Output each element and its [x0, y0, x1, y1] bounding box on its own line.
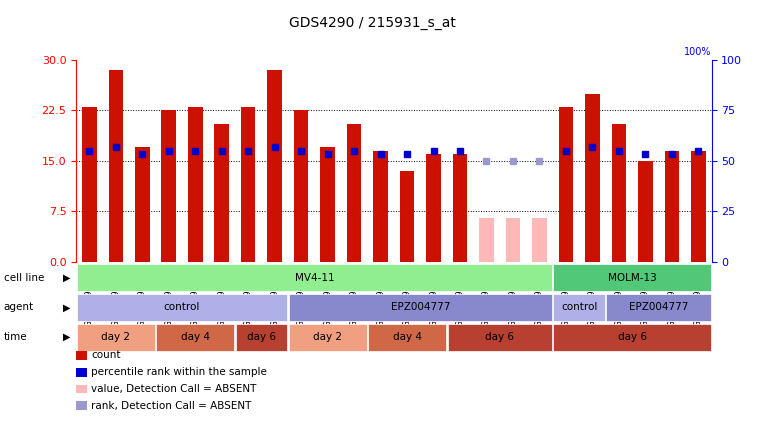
Text: count: count [91, 350, 121, 360]
Text: control: control [164, 302, 200, 313]
Bar [664, 151, 679, 262]
Text: control: control [561, 302, 597, 313]
Text: day 6: day 6 [486, 332, 514, 342]
Bar [453, 154, 467, 262]
Bar [400, 171, 414, 262]
Text: day 6: day 6 [618, 332, 647, 342]
Bar [374, 151, 388, 262]
Bar [553, 294, 605, 321]
Bar [76, 385, 87, 393]
Text: day 2: day 2 [101, 332, 130, 342]
Text: percentile rank within the sample: percentile rank within the sample [91, 367, 267, 377]
Text: ▶: ▶ [63, 332, 71, 342]
Text: 100%: 100% [684, 47, 712, 57]
Bar [109, 70, 123, 262]
Text: day 2: day 2 [313, 332, 342, 342]
Bar [77, 324, 154, 351]
Bar [288, 294, 552, 321]
Bar [241, 107, 256, 262]
Text: day 4: day 4 [393, 332, 422, 342]
Bar [447, 324, 552, 351]
Bar [638, 161, 653, 262]
Bar [505, 218, 521, 262]
Text: MV4-11: MV4-11 [295, 273, 334, 283]
Bar [691, 151, 705, 262]
Bar [215, 124, 229, 262]
Bar [188, 107, 202, 262]
Bar [368, 324, 446, 351]
Bar [161, 111, 176, 262]
Bar [347, 124, 361, 262]
Bar [426, 154, 441, 262]
Text: ▶: ▶ [63, 273, 71, 283]
Bar [82, 107, 97, 262]
Bar [294, 111, 308, 262]
Text: GDS4290 / 215931_s_at: GDS4290 / 215931_s_at [289, 16, 456, 30]
Bar [607, 294, 711, 321]
Bar [479, 218, 494, 262]
Bar [288, 324, 367, 351]
Bar [532, 218, 546, 262]
Bar [236, 324, 287, 351]
Bar [76, 368, 87, 377]
Text: EPZ004777: EPZ004777 [390, 302, 450, 313]
Bar [156, 324, 234, 351]
Text: rank, Detection Call = ABSENT: rank, Detection Call = ABSENT [91, 401, 252, 411]
Bar [76, 351, 87, 360]
Bar [612, 124, 626, 262]
Bar [553, 264, 711, 291]
Text: MOLM-13: MOLM-13 [608, 273, 657, 283]
Text: agent: agent [4, 302, 34, 313]
Bar [559, 107, 573, 262]
Bar [77, 264, 552, 291]
Text: cell line: cell line [4, 273, 44, 283]
Bar [267, 70, 282, 262]
Bar [320, 147, 335, 262]
Bar [553, 324, 711, 351]
Bar [135, 147, 150, 262]
Text: EPZ004777: EPZ004777 [629, 302, 688, 313]
Text: time: time [4, 332, 27, 342]
Text: day 6: day 6 [247, 332, 276, 342]
Bar [76, 401, 87, 410]
Text: day 4: day 4 [181, 332, 210, 342]
Bar [77, 294, 287, 321]
Text: ▶: ▶ [63, 302, 71, 313]
Bar [585, 94, 600, 262]
Text: value, Detection Call = ABSENT: value, Detection Call = ABSENT [91, 384, 256, 394]
